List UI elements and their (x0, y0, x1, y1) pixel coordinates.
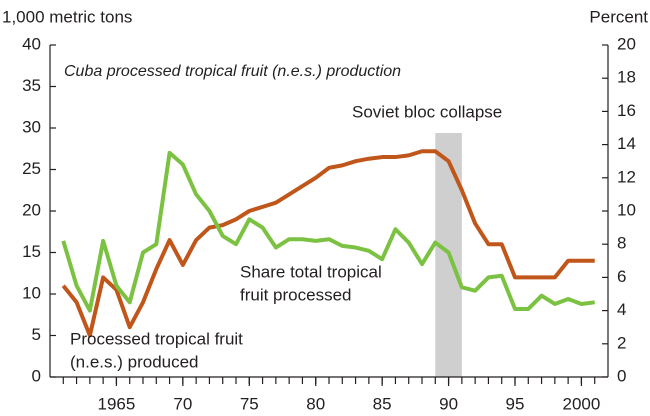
y-tick-label: 0 (32, 366, 41, 385)
series-label: (n.e.s.) produced (70, 352, 199, 371)
x-tick-label: 95 (506, 394, 525, 413)
x-tick-label: 1965 (98, 394, 136, 413)
x-tick-label: 2000 (563, 394, 601, 413)
series-line (61, 150, 595, 313)
y2-tick-label: 2 (617, 333, 626, 352)
subtitle: Cuba processed tropical fruit (n.e.s.) p… (64, 63, 401, 80)
y2-tick-label: 16 (617, 101, 636, 120)
y2-tick-label: 4 (617, 300, 626, 319)
y-tick-label: 35 (22, 76, 41, 95)
x-tick-label: 85 (373, 394, 392, 413)
y-tick-label: 40 (22, 34, 41, 53)
y2-tick-label: 10 (617, 200, 636, 219)
y2-tick-label: 0 (617, 366, 626, 385)
y-tick-label: 30 (22, 117, 41, 136)
y-tick-label: 15 (22, 242, 41, 261)
y-axis-label: 1,000 metric tons (2, 7, 132, 26)
y2-tick-label: 18 (617, 68, 636, 87)
series-label: fruit processed (240, 285, 352, 304)
annotation: Soviet bloc collapse (352, 102, 502, 121)
y-tick-label: 20 (22, 200, 41, 219)
series-line (61, 149, 595, 338)
y2-tick-label: 8 (617, 234, 626, 253)
y2-axis-label: Percent (589, 7, 648, 26)
y2-tick-label: 12 (617, 167, 636, 186)
y-tick-label: 10 (22, 283, 41, 302)
x-tick-label: 90 (439, 394, 458, 413)
x-tick-label: 70 (173, 394, 192, 413)
y-tick-label: 25 (22, 159, 41, 178)
y-tick-label: 5 (32, 325, 41, 344)
x-tick-label: 80 (306, 394, 325, 413)
y2-tick-label: 6 (617, 267, 626, 286)
series-label: Share total tropical (240, 262, 382, 281)
y2-tick-label: 20 (617, 34, 636, 53)
y2-tick-label: 14 (617, 134, 636, 153)
series-label: Processed tropical fruit (70, 329, 243, 348)
x-tick-label: 75 (240, 394, 259, 413)
